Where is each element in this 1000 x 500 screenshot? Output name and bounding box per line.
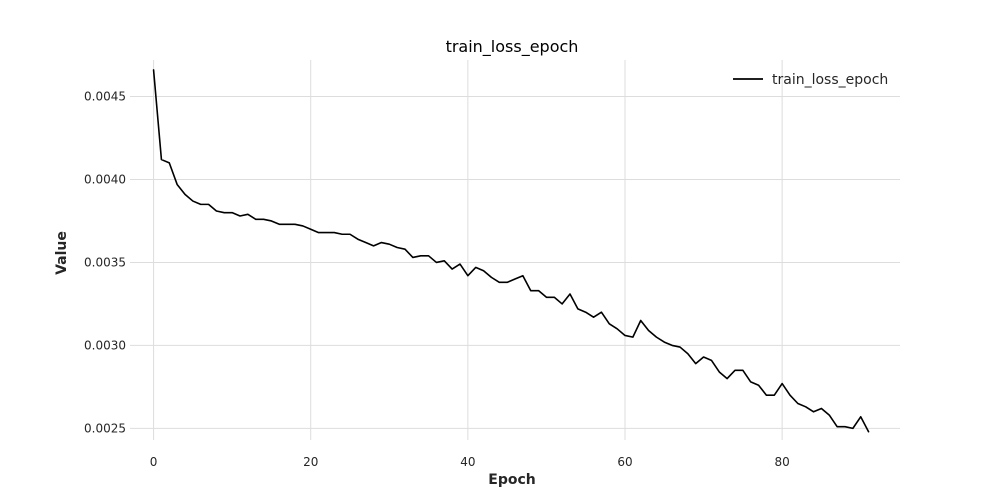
y-tick-label: 0.0035: [84, 255, 126, 269]
x-tick-label: 80: [775, 455, 790, 469]
x-tick-label: 40: [460, 455, 475, 469]
y-tick-label: 0.0045: [84, 90, 126, 104]
x-axis-title: Epoch: [488, 472, 535, 488]
y-tick-label: 0.0025: [84, 421, 126, 435]
x-tick-label: 0: [150, 455, 158, 469]
x-tick-label: 60: [617, 455, 632, 469]
y-tick-labels: 0.0025 0.0030 0.0035 0.0040 0.0045: [84, 90, 126, 436]
y-tick-label: 0.0040: [84, 172, 126, 186]
series-lines: [152, 69, 870, 433]
y-axis-title: Value: [54, 231, 70, 275]
x-tick-label: 20: [303, 455, 318, 469]
legend-label-train-loss-epoch: train_loss_epoch: [772, 72, 888, 88]
x-tick-labels: 0 20 40 60 80: [150, 455, 790, 469]
y-tick-label: 0.0030: [84, 338, 126, 352]
chart-title: train_loss_epoch: [446, 37, 579, 57]
grid: [130, 60, 900, 440]
series-line-train-loss-epoch: [152, 69, 870, 433]
legend: train_loss_epoch: [733, 72, 888, 88]
